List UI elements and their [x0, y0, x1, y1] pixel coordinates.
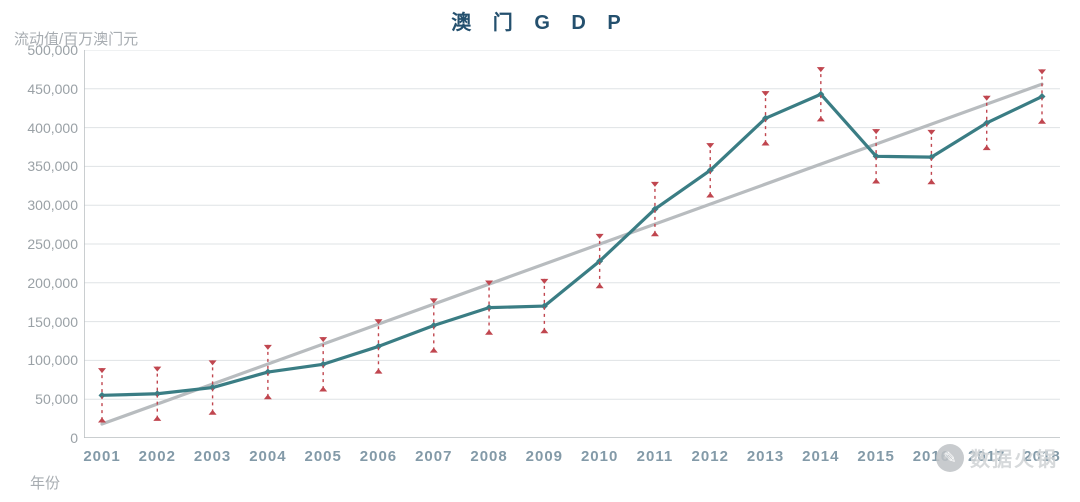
y-tick-label: 0 [8, 430, 78, 446]
y-tick-label: 200,000 [8, 275, 78, 291]
x-tick-label: 2014 [802, 448, 839, 465]
x-tick-label: 2003 [194, 448, 231, 465]
x-tick-label: 2007 [415, 448, 452, 465]
y-tick-label: 100,000 [8, 352, 78, 368]
watermark: ✎ 数据火锅 [936, 443, 1058, 472]
x-tick-label: 2010 [581, 448, 618, 465]
y-tick-label: 400,000 [8, 120, 78, 136]
y-tick-label: 450,000 [8, 81, 78, 97]
y-tick-label: 150,000 [8, 314, 78, 330]
x-tick-label: 2011 [637, 448, 674, 465]
x-axis-title: 年份 [30, 472, 60, 493]
y-tick-label: 500,000 [8, 42, 78, 58]
x-tick-label: 2012 [692, 448, 729, 465]
y-tick-label: 250,000 [8, 236, 78, 252]
x-tick-label: 2015 [857, 448, 894, 465]
watermark-text: 数据火锅 [970, 443, 1058, 472]
y-tick-label: 350,000 [8, 158, 78, 174]
plot-area [84, 50, 1060, 438]
x-tick-label: 2009 [526, 448, 563, 465]
chart-title: 澳 门 G D P [0, 6, 1080, 35]
x-tick-label: 2002 [139, 448, 176, 465]
x-tick-label: 2001 [83, 448, 120, 465]
x-tick-label: 2005 [304, 448, 341, 465]
x-tick-label: 2004 [249, 448, 286, 465]
y-tick-label: 50,000 [8, 391, 78, 407]
x-tick-label: 2006 [360, 448, 397, 465]
watermark-icon: ✎ [936, 444, 964, 472]
x-tick-label: 2008 [470, 448, 507, 465]
x-tick-label: 2013 [747, 448, 784, 465]
macau-gdp-chart: 澳 门 G D P 流动值/百万澳门元 050,000100,000150,00… [0, 0, 1080, 502]
y-tick-label: 300,000 [8, 197, 78, 213]
